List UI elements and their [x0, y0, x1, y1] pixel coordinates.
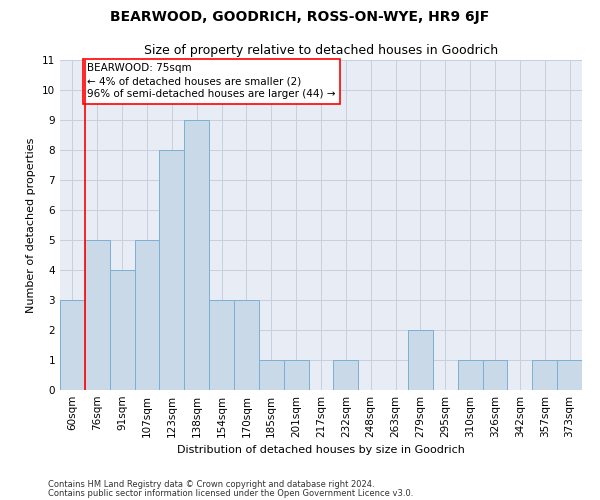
Bar: [160, 150, 184, 390]
X-axis label: Distribution of detached houses by size in Goodrich: Distribution of detached houses by size …: [177, 446, 465, 456]
Bar: [184, 120, 209, 390]
Text: BEARWOOD, GOODRICH, ROSS-ON-WYE, HR9 6JF: BEARWOOD, GOODRICH, ROSS-ON-WYE, HR9 6JF: [110, 10, 490, 24]
Bar: [110, 270, 134, 390]
Bar: [134, 240, 160, 390]
Title: Size of property relative to detached houses in Goodrich: Size of property relative to detached ho…: [144, 44, 498, 58]
Bar: [60, 300, 85, 390]
Bar: [482, 360, 508, 390]
Text: Contains HM Land Registry data © Crown copyright and database right 2024.: Contains HM Land Registry data © Crown c…: [48, 480, 374, 489]
Text: Contains public sector information licensed under the Open Government Licence v3: Contains public sector information licen…: [48, 488, 413, 498]
Bar: [85, 240, 110, 390]
Bar: [234, 300, 259, 390]
Bar: [557, 360, 582, 390]
Y-axis label: Number of detached properties: Number of detached properties: [26, 138, 37, 312]
Bar: [284, 360, 308, 390]
Bar: [209, 300, 234, 390]
Bar: [408, 330, 433, 390]
Bar: [259, 360, 284, 390]
Text: BEARWOOD: 75sqm
← 4% of detached houses are smaller (2)
96% of semi-detached hou: BEARWOOD: 75sqm ← 4% of detached houses …: [88, 63, 336, 100]
Bar: [532, 360, 557, 390]
Bar: [458, 360, 482, 390]
Bar: [334, 360, 358, 390]
